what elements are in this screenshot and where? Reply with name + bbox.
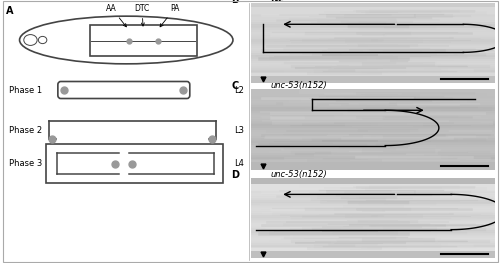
Text: PA: PA bbox=[160, 4, 180, 27]
Text: N2: N2 bbox=[270, 0, 284, 4]
Bar bbox=[251, 184, 495, 251]
Text: unc-53(n152): unc-53(n152) bbox=[270, 82, 328, 90]
Bar bbox=[46, 144, 223, 183]
Text: D: D bbox=[232, 169, 239, 180]
Text: A: A bbox=[6, 7, 14, 17]
FancyBboxPatch shape bbox=[58, 82, 190, 99]
Text: L4: L4 bbox=[234, 159, 244, 168]
Text: Phase 3: Phase 3 bbox=[8, 159, 42, 168]
Bar bbox=[251, 7, 495, 76]
Text: B: B bbox=[232, 0, 239, 5]
Bar bbox=[251, 251, 495, 258]
Bar bbox=[251, 3, 495, 7]
Text: Phase 2: Phase 2 bbox=[8, 126, 42, 135]
Bar bbox=[251, 163, 495, 170]
Text: L3: L3 bbox=[234, 126, 244, 135]
Bar bbox=[251, 178, 495, 184]
Text: unc-53(n152): unc-53(n152) bbox=[270, 169, 328, 179]
Text: L2: L2 bbox=[234, 85, 244, 94]
Text: DTC: DTC bbox=[134, 4, 150, 26]
Bar bbox=[90, 25, 196, 56]
Bar bbox=[251, 76, 495, 83]
Text: Phase 1: Phase 1 bbox=[8, 85, 42, 94]
Text: AA: AA bbox=[106, 4, 126, 27]
Text: C: C bbox=[232, 82, 238, 92]
